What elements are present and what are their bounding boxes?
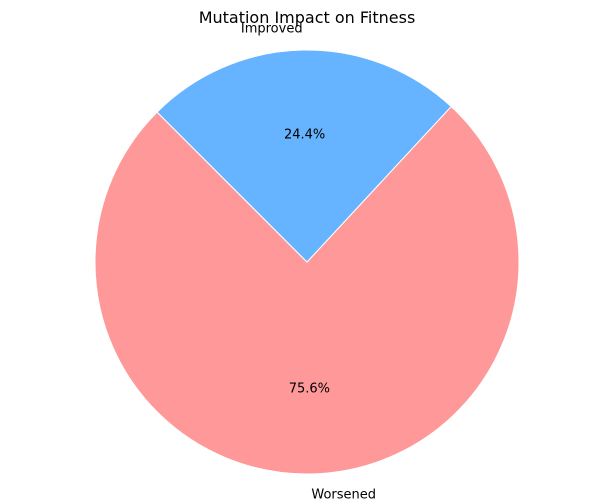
pie-label-worsened: Worsened: [311, 488, 376, 500]
pie-percent-worsened: 75.6%: [289, 382, 330, 397]
pie-label-improved: Improved: [241, 21, 303, 36]
pie-percent-improved: 24.4%: [284, 127, 325, 142]
pie-labels: Worsened 75.6% Improved 24.4%: [241, 21, 376, 500]
pie-slice-worsened: [94, 105, 520, 475]
pie-slice-improved: [156, 49, 452, 263]
chart-title: Mutation Impact on Fitness: [199, 8, 416, 27]
pie-slices: [94, 49, 520, 475]
